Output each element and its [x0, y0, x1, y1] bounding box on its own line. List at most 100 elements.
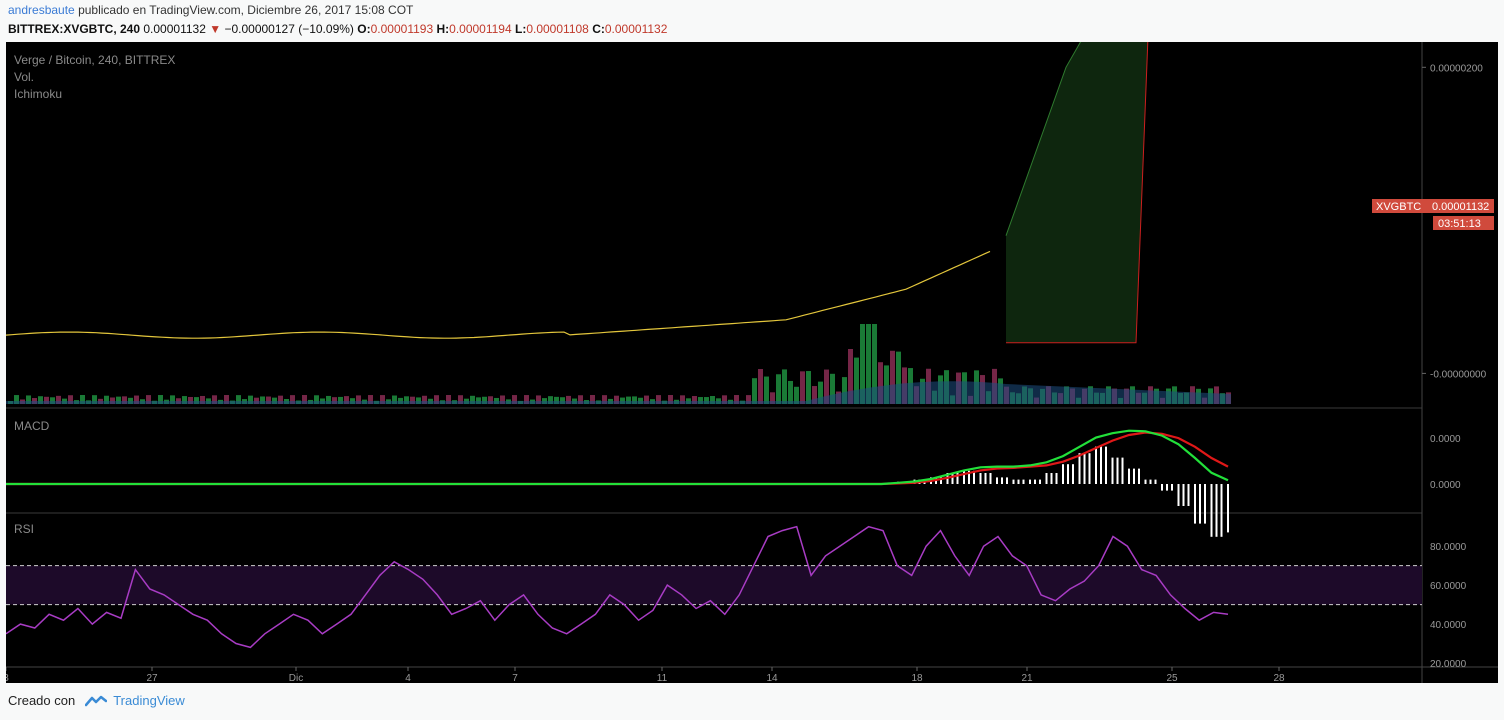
- volume-bar: [884, 365, 889, 404]
- volume-bar: [872, 324, 877, 404]
- volume-bar: [878, 362, 883, 404]
- rsi-y-tick-label: 60.0000: [1430, 581, 1467, 592]
- volume-bar: [680, 395, 685, 404]
- volume-bar: [560, 397, 565, 404]
- rsi-y-tick-label: 20.0000: [1430, 659, 1467, 670]
- volume-bar: [278, 395, 283, 404]
- volume-bar: [104, 395, 109, 404]
- volume-bar: [446, 395, 451, 404]
- volume-bar: [272, 397, 277, 404]
- rsi-legend: RSI: [14, 522, 34, 536]
- chart-svg[interactable]: 0.000020000.000018000.000016000.00001400…: [6, 42, 1498, 683]
- author-link[interactable]: andresbaute: [8, 3, 75, 17]
- last-price: 0.00001132: [143, 22, 206, 36]
- volume-bar: [56, 395, 61, 404]
- rsi-y-tick-label: 40.0000: [1430, 620, 1467, 631]
- volume-ma-area: [6, 381, 1231, 404]
- ichimoku-cloud: [1006, 42, 1148, 343]
- chart-title: Verge / Bitcoin, 240, BITTREX: [14, 53, 175, 67]
- volume-bar: [800, 371, 805, 404]
- high-label: H:: [436, 22, 450, 36]
- volume-bar: [794, 386, 799, 404]
- volume-bar: [776, 374, 781, 404]
- symbol-label: BITTREX:XVGBTC, 240: [8, 22, 141, 36]
- volume-bar: [224, 395, 229, 404]
- volume-bar: [266, 396, 271, 404]
- price-tag: XVGBTC 0.00001132 03:51:13: [1372, 199, 1494, 230]
- volume-bar: [476, 397, 481, 404]
- volume-bar: [14, 395, 19, 404]
- x-tick-label: 27: [146, 673, 158, 683]
- volume-bar: [482, 396, 487, 404]
- volume-bar: [68, 395, 73, 404]
- close-value: 0.00001132: [604, 22, 668, 36]
- volume-bar: [332, 397, 337, 404]
- volume-bar: [722, 395, 727, 404]
- volume-bar: [458, 395, 463, 404]
- volume-bar: [536, 395, 541, 404]
- tenkan-line-early: [6, 250, 991, 339]
- chart-area[interactable]: 0.000020000.000018000.000016000.00001400…: [6, 42, 1498, 683]
- volume-bar: [578, 395, 583, 404]
- ichimoku-legend: Ichimoku: [14, 87, 62, 101]
- volume-bar: [488, 396, 493, 404]
- volume-bar: [380, 395, 385, 404]
- volume-bar: [434, 395, 439, 404]
- volume-bar: [824, 369, 829, 404]
- volume-bar: [44, 396, 49, 404]
- tradingview-link[interactable]: TradingView: [113, 693, 185, 708]
- volume-bar: [500, 395, 505, 404]
- x-tick-label: 18: [911, 673, 923, 683]
- publish-line: andresbaute publicado en TradingView.com…: [8, 3, 413, 17]
- macd-line: [6, 429, 1229, 486]
- volume-bar: [632, 396, 637, 404]
- volume-bar: [566, 395, 571, 404]
- price-tag-symbol: XVGBTC: [1376, 201, 1421, 213]
- volume-bar: [110, 397, 115, 404]
- x-tick-label: 28: [1273, 673, 1285, 683]
- volume-bar: [512, 395, 517, 404]
- open-value: 0.00001193: [370, 22, 434, 36]
- macd-legend: MACD: [14, 419, 50, 433]
- volume-bar: [494, 397, 499, 404]
- x-tick-label: 7: [512, 673, 518, 683]
- down-arrow-icon: ▼: [209, 22, 222, 36]
- volume-bar: [290, 395, 295, 404]
- volume-bar: [470, 395, 475, 404]
- volume-bar: [92, 395, 97, 404]
- volume-bar: [392, 395, 397, 404]
- open-label: O:: [357, 22, 371, 36]
- volume-legend: Vol.: [14, 70, 34, 84]
- volume-bar: [842, 377, 847, 404]
- volume-bar: [734, 395, 739, 404]
- volume-bar: [806, 371, 811, 404]
- volume-bar: [236, 395, 241, 404]
- volume-bar: [254, 397, 259, 404]
- volume-bar: [764, 376, 769, 404]
- ohlc-line: BITTREX:XVGBTC, 240 0.00001132 ▼ −0.0000…: [8, 22, 667, 36]
- volume-bar: [866, 324, 871, 404]
- volume-bar: [134, 395, 139, 404]
- volume-bar: [710, 396, 715, 404]
- volume-bar: [146, 395, 151, 404]
- price-change: −0.00000127 (−10.09%): [224, 22, 354, 36]
- y-tick-label: 0.00000200: [1430, 63, 1483, 74]
- macd-y-tick-label: 0.0000: [1430, 480, 1461, 491]
- volume-bar: [170, 395, 175, 404]
- volume-bar: [158, 395, 163, 404]
- senkou-span-b: [1006, 42, 1149, 344]
- volume-bar: [122, 396, 127, 404]
- volume-bar: [128, 397, 133, 404]
- x-tick-label: Dic: [289, 673, 303, 683]
- price-tag-countdown: 03:51:13: [1438, 218, 1481, 230]
- volume-bar: [554, 396, 559, 404]
- volume-bar: [704, 397, 709, 404]
- volume-bar: [602, 395, 607, 404]
- volume-bar: [116, 396, 121, 404]
- volume-bar: [614, 395, 619, 404]
- volume-bar: [248, 395, 253, 404]
- x-tick-label: 4: [405, 673, 411, 683]
- rsi-y-tick-label: 80.0000: [1430, 542, 1467, 553]
- volume-bar: [830, 373, 835, 404]
- volume-bar: [50, 397, 55, 404]
